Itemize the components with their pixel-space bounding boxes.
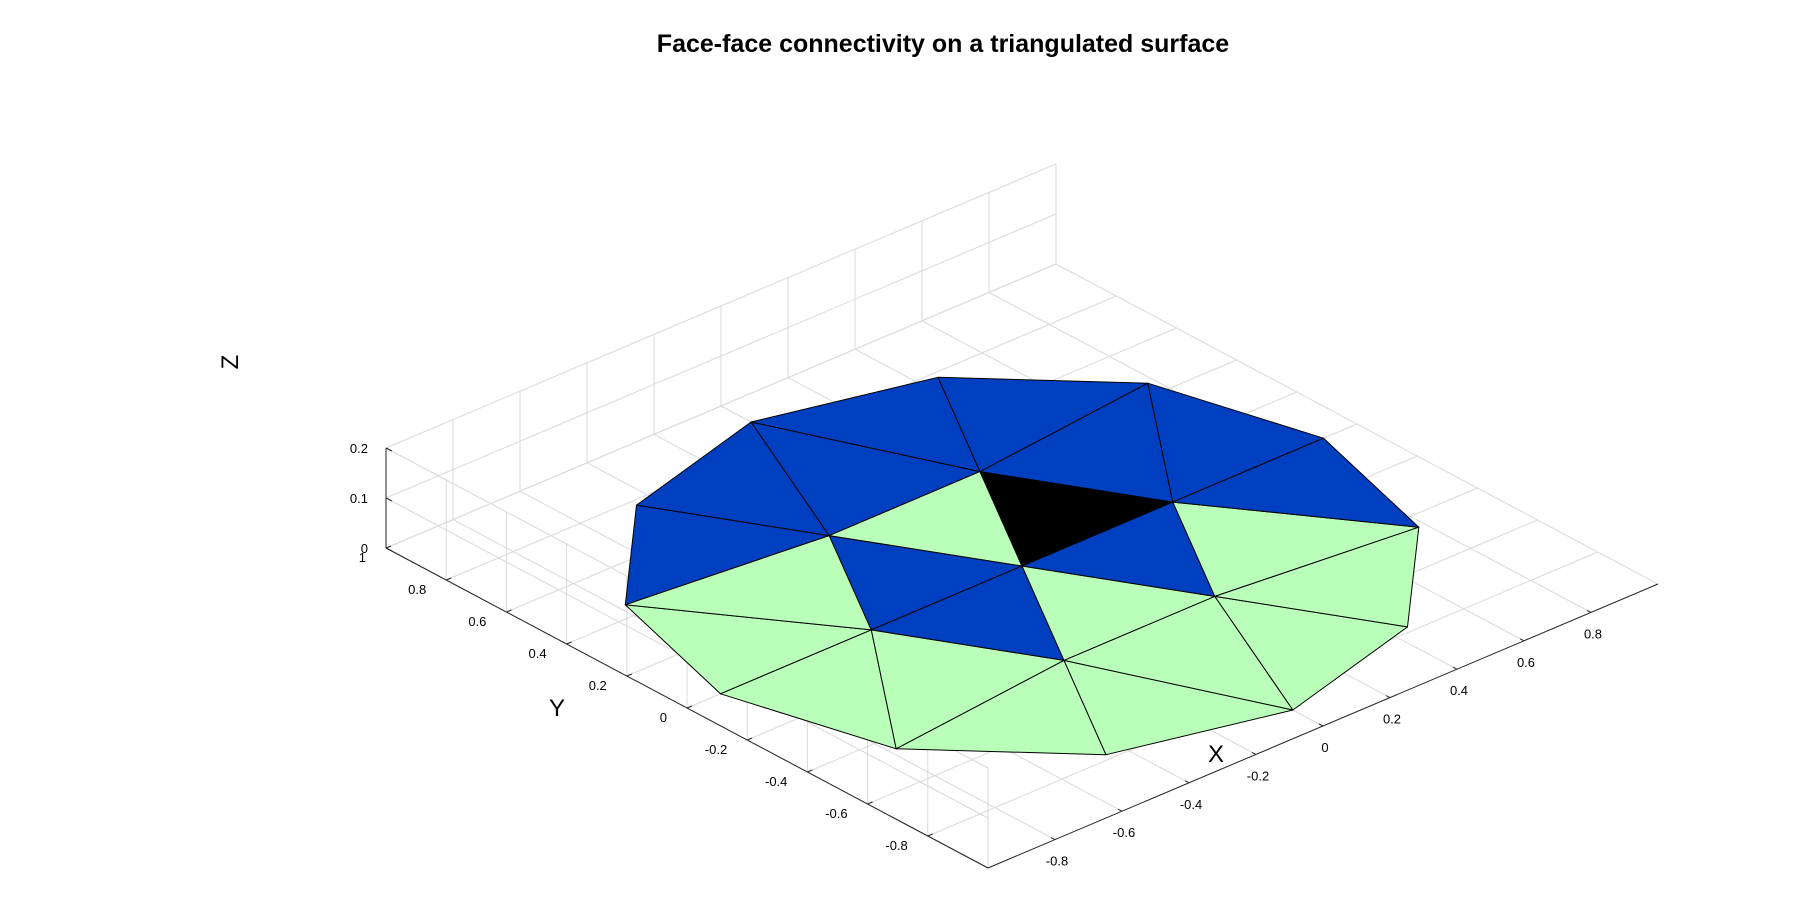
x-tick-label: -0.8 xyxy=(1046,854,1068,869)
z-tick-mark xyxy=(385,547,393,552)
y-tick-label: 0.6 xyxy=(468,614,486,629)
back-wall-grid-line xyxy=(385,263,1057,549)
y-tick-mark xyxy=(566,641,572,645)
x-tick-label: -0.6 xyxy=(1113,825,1135,840)
z-tick-label: 0.1 xyxy=(350,491,368,506)
y-tick-label: -0.4 xyxy=(765,774,787,789)
y-tick-label: 0.4 xyxy=(529,646,547,661)
y-tick-label: 0.8 xyxy=(408,582,426,597)
x-tick-mark xyxy=(1318,723,1324,727)
z-tick-mark xyxy=(385,447,393,452)
y-tick-mark xyxy=(867,801,873,805)
y-tick-label: -0.8 xyxy=(885,838,907,853)
x-tick-label: 0 xyxy=(1321,740,1328,755)
y-tick-label: -0.2 xyxy=(705,742,727,757)
x-tick-label: -0.2 xyxy=(1247,768,1269,783)
y-tick-mark xyxy=(626,673,632,677)
z-tick-label: 0.2 xyxy=(350,441,368,456)
x-tick-label: 0.4 xyxy=(1450,683,1468,698)
z-tick-label: 0 xyxy=(361,541,368,556)
z-axis-label: Z xyxy=(217,355,244,370)
surface-face[interactable] xyxy=(1214,526,1420,628)
x-tick-label: 0.8 xyxy=(1584,626,1602,641)
x-axis-label: X xyxy=(1208,741,1224,768)
y-tick-label: 1 xyxy=(359,550,366,565)
back-wall-grid-line xyxy=(385,213,1057,499)
x-tick-mark xyxy=(1385,695,1391,699)
x-tick-mark xyxy=(1452,666,1458,670)
x-tick-mark xyxy=(1586,609,1592,613)
y-tick-label: 0 xyxy=(660,710,667,725)
triangulated-surface[interactable] xyxy=(624,376,1420,756)
y-tick-label: -0.6 xyxy=(825,806,847,821)
x-tick-mark xyxy=(1184,780,1190,784)
y-tick-mark xyxy=(747,737,753,741)
z-tick-mark xyxy=(385,497,393,502)
y-tick-mark xyxy=(446,577,452,581)
x-tick-label: 0.2 xyxy=(1383,712,1401,727)
x-tick-label: -0.4 xyxy=(1180,797,1202,812)
back-wall-grid-line xyxy=(385,163,1057,449)
y-tick-mark xyxy=(385,545,392,549)
axes xyxy=(385,447,1659,869)
y-tick-mark xyxy=(807,769,813,773)
y-tick-mark xyxy=(506,609,512,613)
tick-labels: -0.8 -0.6 -0.4 -0.2 0 0.2 0.4 0.6 0.8 -0.8 -0.6 -0.… xyxy=(350,441,1602,869)
x-tick-mark xyxy=(1251,751,1257,755)
chart-title: Face-face connectivity on a triangulated… xyxy=(657,30,1229,58)
neighbor-face[interactable] xyxy=(1172,437,1420,528)
y-tick-mark xyxy=(686,705,693,709)
x-tick-mark xyxy=(1519,638,1525,642)
y-tick-label: 0.2 xyxy=(589,678,607,693)
y-tick-mark xyxy=(927,833,933,837)
x-tick-mark xyxy=(1050,837,1056,841)
x-tick-label: 0.6 xyxy=(1517,655,1535,670)
x-tick-mark xyxy=(1117,808,1123,812)
y-axis-label: Y xyxy=(549,695,565,722)
